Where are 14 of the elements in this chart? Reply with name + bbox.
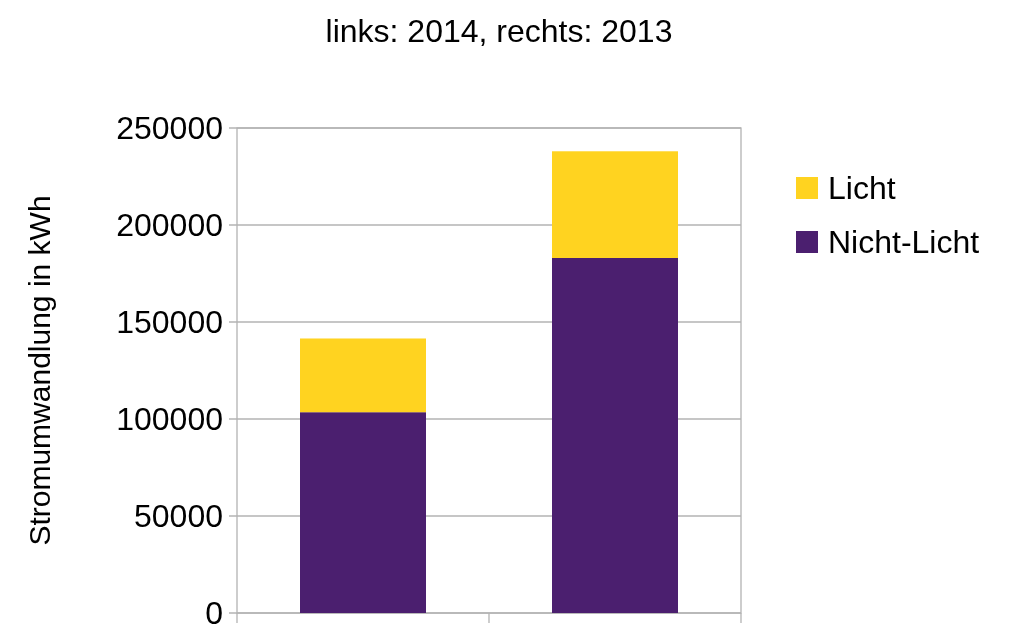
legend-label: Nicht-Licht [828,224,980,261]
bar [300,338,426,413]
legend-label: Licht [828,170,896,207]
bar [552,257,678,613]
y-tick-label: 50000 [134,498,223,535]
y-tick-label: 250000 [116,110,223,147]
y-tick-label: 200000 [116,207,223,244]
y-axis-title: Stromumwandlung in kWh [23,195,56,546]
bar [552,151,678,258]
y-tick-label: 100000 [116,401,223,438]
bar [300,412,426,613]
y-tick-label: 150000 [116,304,223,341]
y-tick-label: 0 [205,595,223,630]
chart-title: links: 2014, rechts: 2013 [325,13,673,49]
